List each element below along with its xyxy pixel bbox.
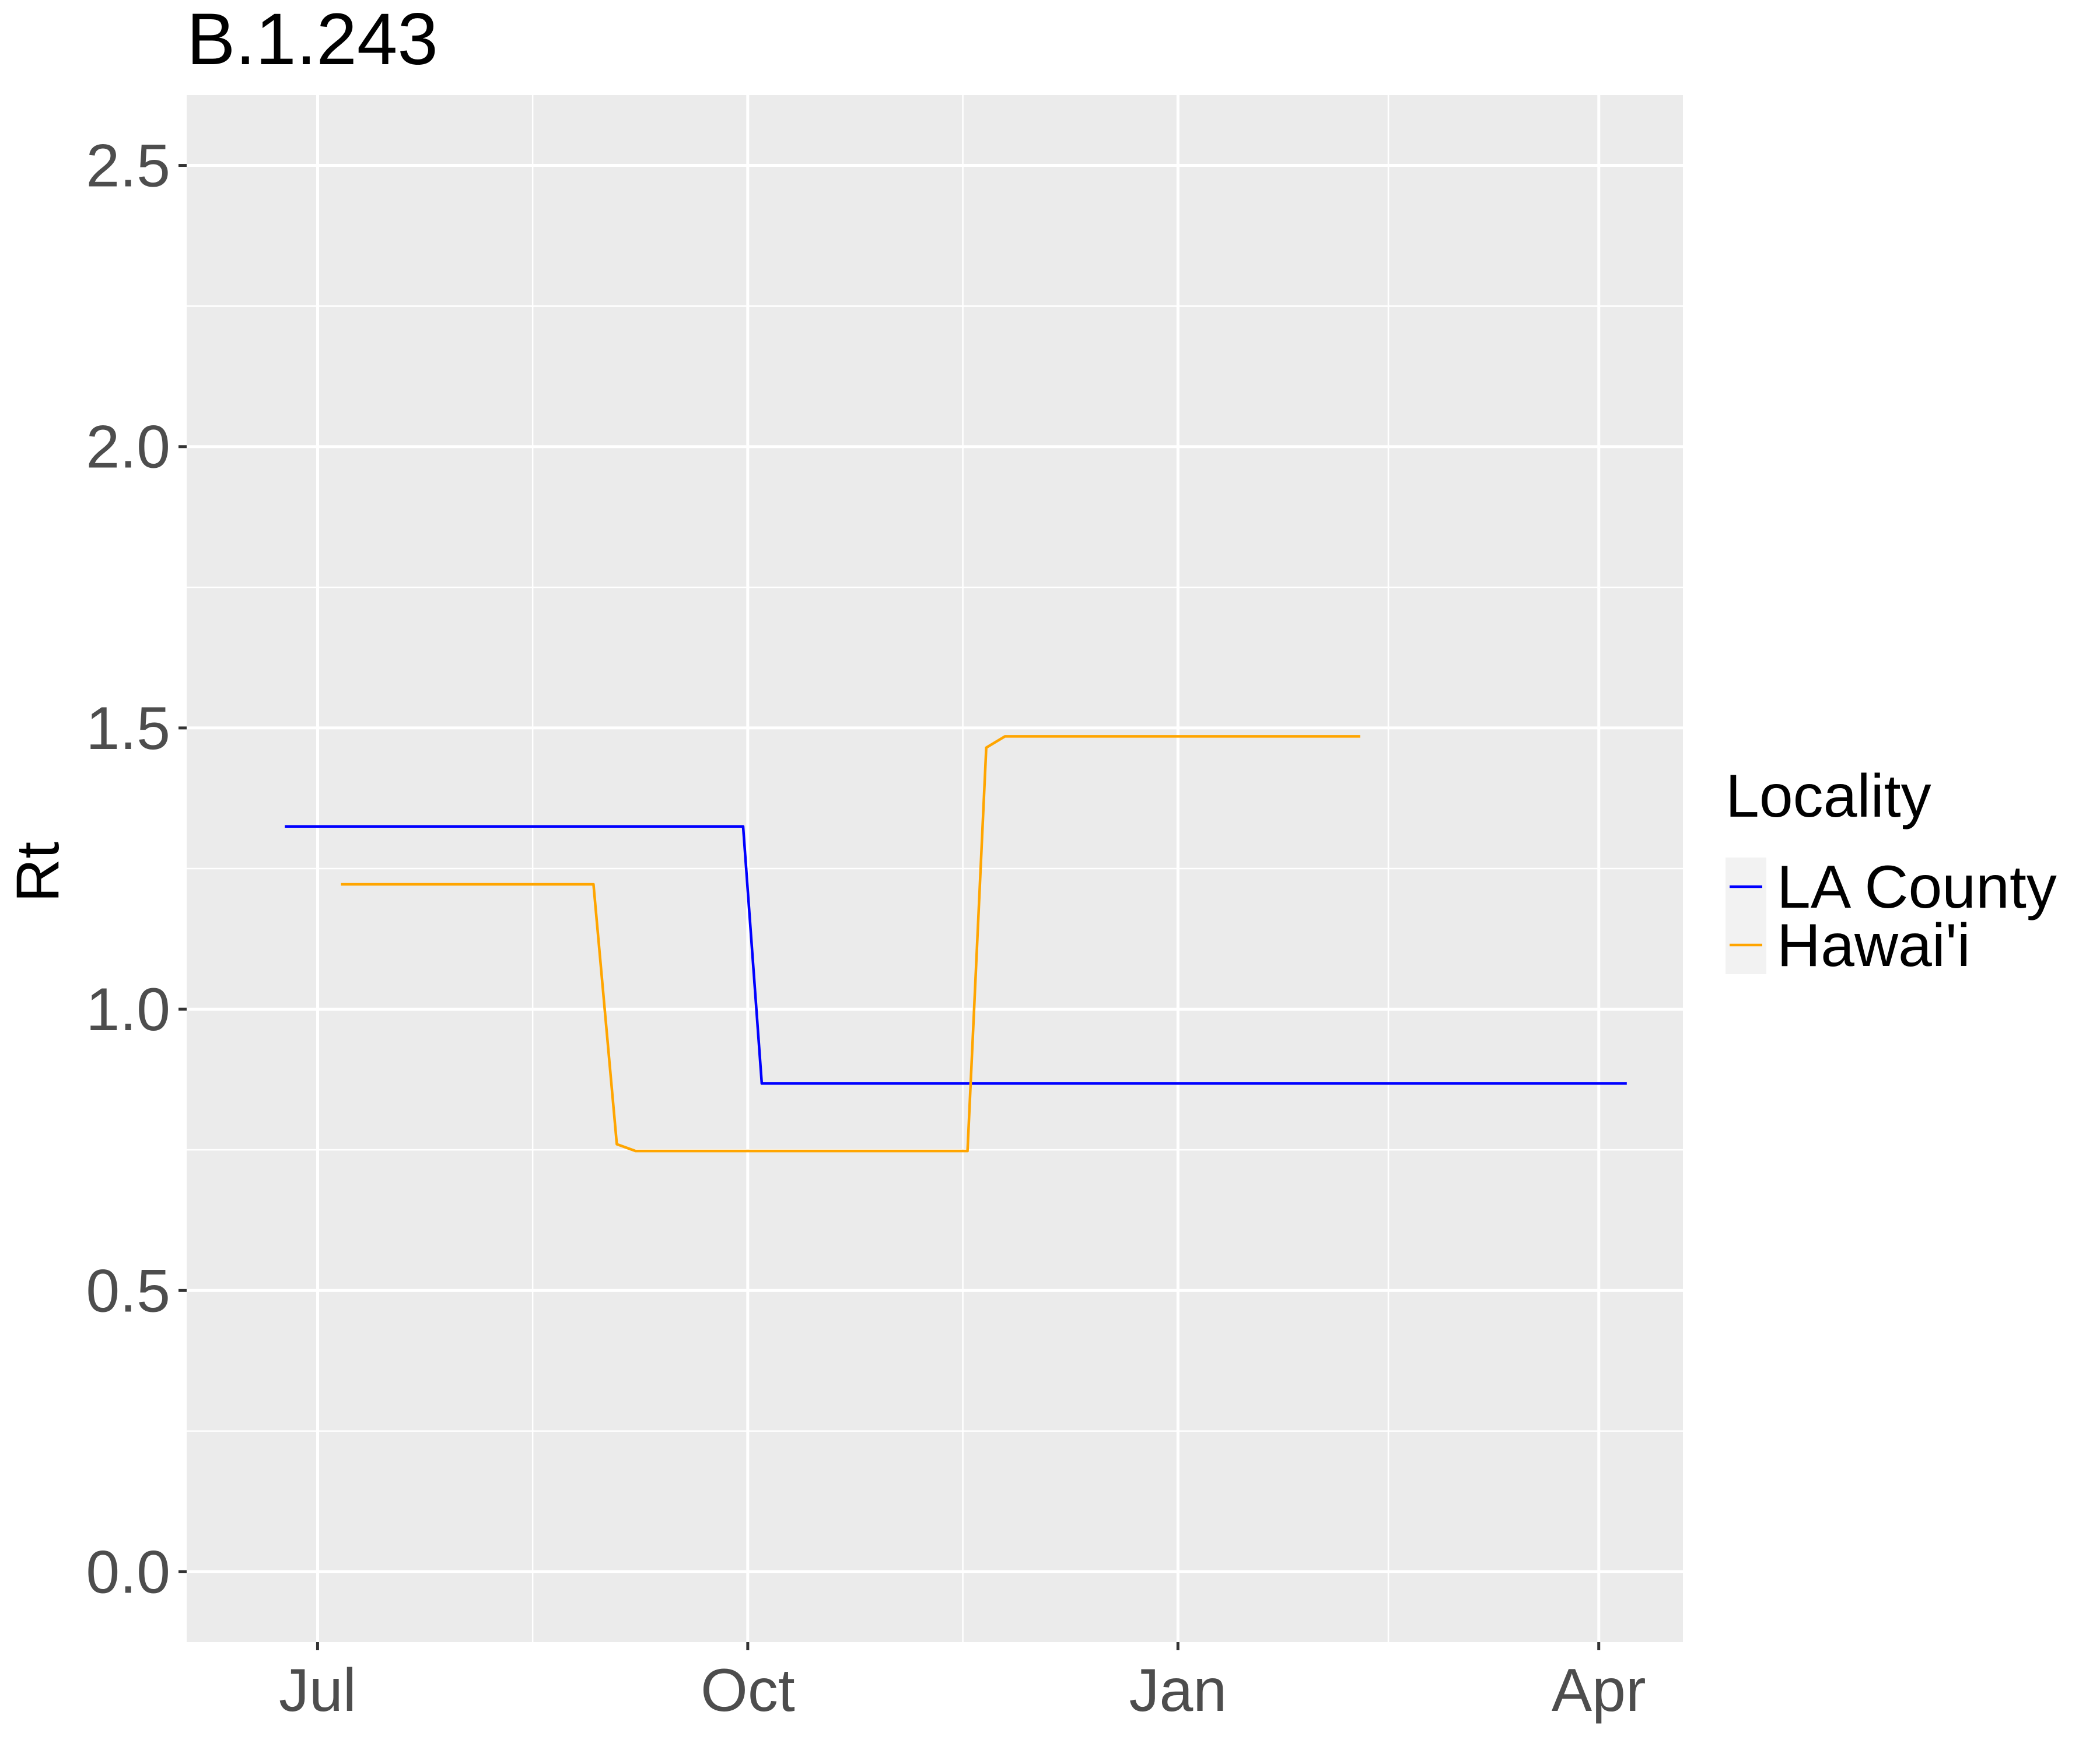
y-tick-label: 2.0 [86, 414, 170, 481]
legend-label: LA County [1777, 853, 2057, 921]
x-tick-label: Apr [1552, 1657, 1646, 1724]
y-tick-label: 1.5 [86, 695, 170, 762]
series-line-1 [341, 735, 1360, 1153]
series-line-0 [285, 825, 1627, 1085]
y-tick-label: 2.5 [86, 132, 170, 200]
x-axis: Jul Oct Jan Apr [279, 1642, 1646, 1724]
x-tick-label: Oct [701, 1657, 795, 1724]
major-gridlines [187, 95, 1683, 1642]
y-axis-title: Rt [4, 842, 72, 902]
y-tick-label: 0.5 [86, 1257, 170, 1325]
y-axis: 0.0 0.5 1.0 1.5 2.0 2.5 [86, 132, 187, 1606]
x-tick-label: Jul [279, 1657, 356, 1724]
series-lines [285, 735, 1627, 1153]
x-tick-label: Jan [1129, 1657, 1227, 1724]
y-tick-label: 1.0 [86, 976, 170, 1044]
y-tick-label: 0.0 [86, 1538, 170, 1606]
legend-title: Locality [1726, 762, 1931, 830]
legend-label: Hawai'i [1777, 912, 1971, 979]
chart-title: B.1.243 [187, 0, 438, 80]
